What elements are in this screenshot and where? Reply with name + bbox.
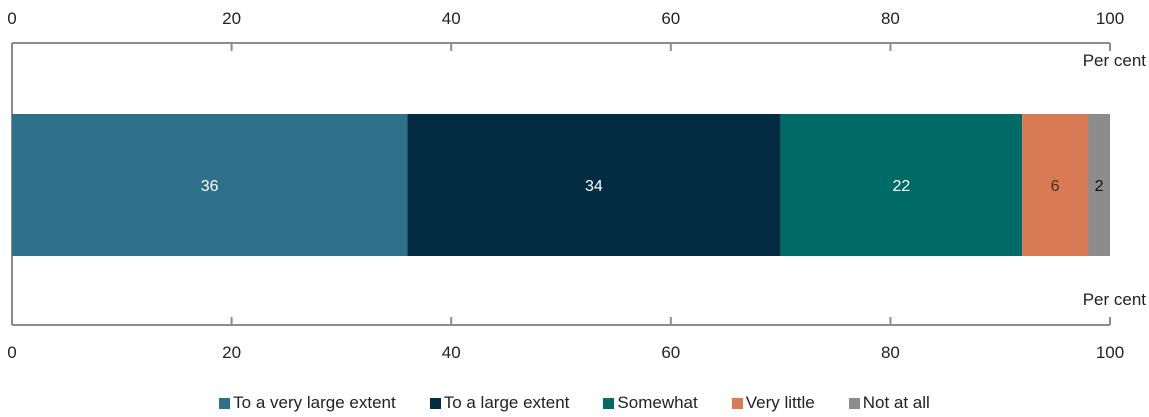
bar-segment-somewhat [780,114,1023,256]
legend-label: Not at all [862,393,930,412]
bottom-tick-label: 100 [1096,343,1124,362]
top-unit-label: Per cent [1083,51,1147,70]
legend-item-very-little: Very little [731,393,815,413]
legend-swatch [731,397,743,409]
legend-item-to-a-large-extent: To a large extent [429,393,570,413]
bottom-tick-label: 60 [661,343,680,362]
data-label-not-at-all: 2 [1095,178,1104,195]
data-label-somewhat: 22 [892,178,910,195]
bar-segment-to-a-very-large-extent [12,114,408,256]
legend-swatch [219,397,231,409]
bottom-tick-label: 40 [442,343,461,362]
legend-label: Very little [745,393,815,412]
legend: To a very large extent To a large extent S… [0,393,1149,413]
data-labels: 36 34 22 6 2 [201,178,1104,195]
bar-segment-not-at-all [1088,114,1110,256]
data-label-to-a-large-extent: 34 [585,178,603,195]
stacked-bar-chart: 0 20 40 60 80 100 Per cent 0 20 40 60 80 100 Per cen… [7,9,1146,362]
legend-item-somewhat: Somewhat [603,393,698,413]
legend-swatch [603,397,615,409]
bottom-unit-label: Per cent [1083,290,1147,309]
top-tick-label: 60 [661,9,680,28]
bottom-tick-label: 20 [222,343,241,362]
legend-item-not-at-all: Not at all [848,393,930,413]
top-tick-label: 100 [1096,9,1124,28]
legend-label: Somewhat [617,393,698,412]
bar-segment-very-little [1022,114,1089,256]
legend-label: To a very large extent [233,393,396,412]
top-tick-label: 20 [222,9,241,28]
legend-swatch [429,397,441,409]
legend-swatch [848,397,860,409]
bottom-tick-label: 80 [881,343,900,362]
legend-item-to-a-very-large-extent: To a very large extent [219,393,396,413]
bottom-axis: 0 20 40 60 80 100 Per cent [7,290,1146,362]
bottom-tick-label: 0 [7,343,16,362]
data-label-very-little: 6 [1051,178,1060,195]
top-tick-label: 0 [7,9,16,28]
top-tick-label: 80 [881,9,900,28]
legend-label: To a large extent [443,393,570,412]
bar-segments [12,114,1110,256]
top-tick-label: 40 [442,9,461,28]
bar-segment-to-a-large-extent [407,114,781,256]
data-label-to-a-very-large-extent: 36 [201,178,219,195]
top-axis: 0 20 40 60 80 100 Per cent [7,9,1146,325]
